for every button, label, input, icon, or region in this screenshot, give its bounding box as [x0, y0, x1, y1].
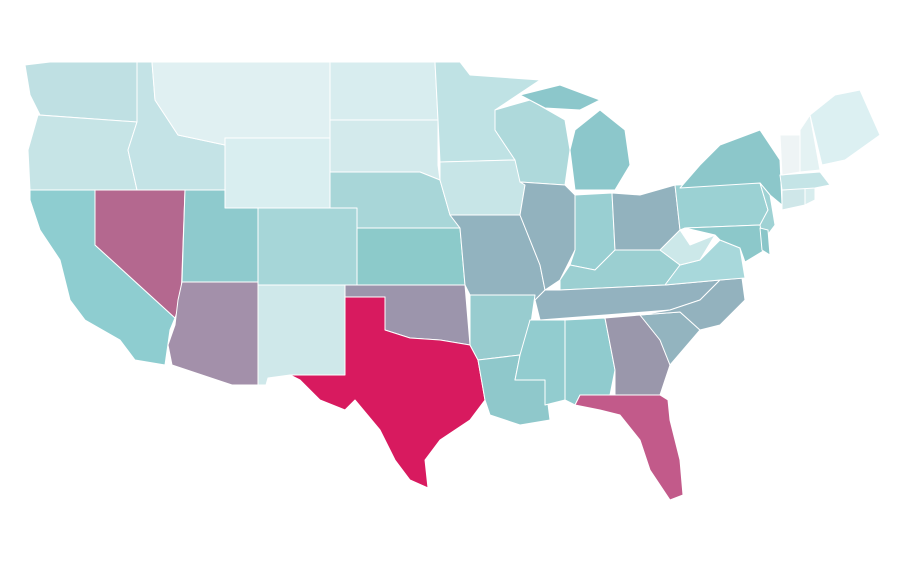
state-region[interactable] — [799, 114, 821, 173]
state-region[interactable] — [356, 227, 466, 286]
state-region[interactable] — [289, 296, 486, 489]
state-region[interactable] — [779, 171, 831, 191]
state-region[interactable] — [781, 187, 806, 211]
state-region[interactable] — [519, 181, 576, 291]
state-region[interactable] — [574, 394, 684, 501]
state-region[interactable] — [257, 284, 346, 386]
state-region[interactable] — [809, 89, 881, 166]
state-region[interactable] — [24, 61, 138, 123]
state-region[interactable] — [439, 159, 526, 216]
state-region[interactable] — [779, 134, 801, 176]
state-region[interactable] — [151, 61, 331, 146]
state-region[interactable] — [224, 137, 331, 209]
state-region[interactable] — [27, 114, 138, 191]
state-region[interactable] — [519, 84, 631, 191]
state-region[interactable] — [257, 207, 358, 286]
state-region[interactable] — [759, 227, 771, 256]
state-region[interactable] — [804, 187, 816, 206]
state-region[interactable] — [329, 61, 439, 121]
state-region[interactable] — [639, 277, 746, 331]
state-region[interactable] — [674, 182, 769, 231]
state-region[interactable] — [329, 119, 441, 181]
state-region[interactable] — [167, 281, 259, 386]
